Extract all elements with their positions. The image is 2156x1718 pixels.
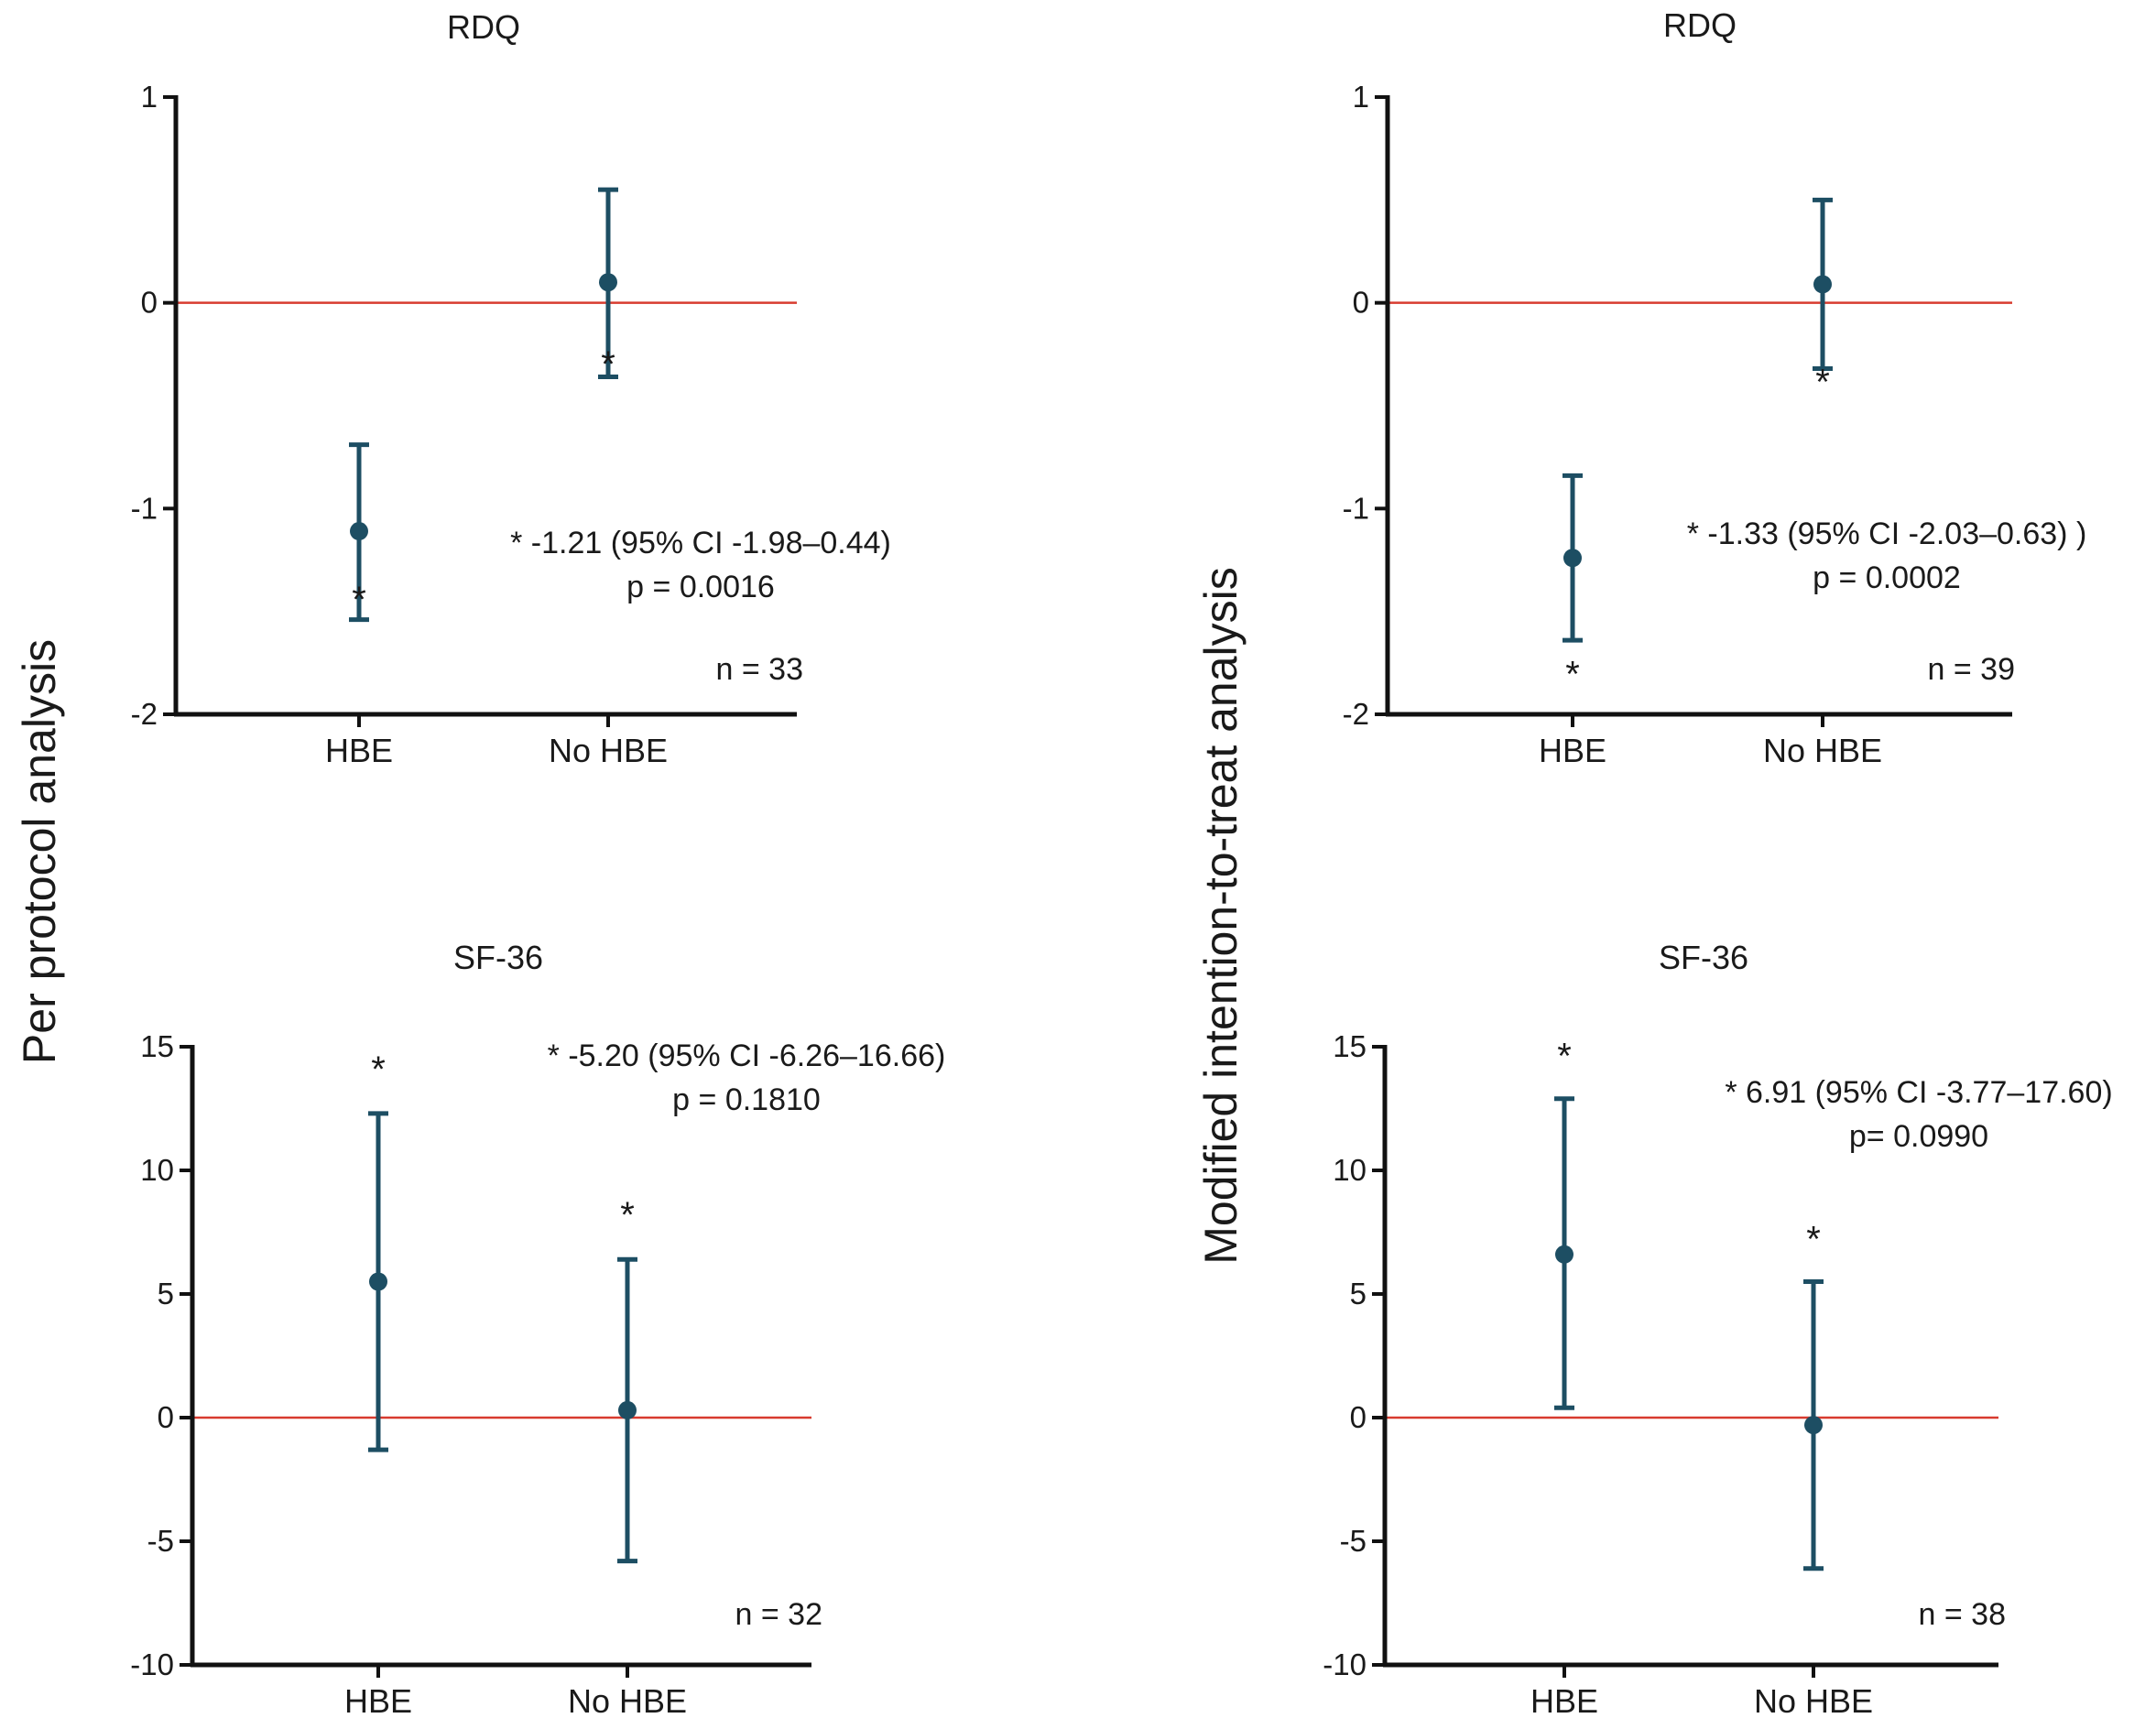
panel-title: SF-36	[453, 939, 543, 976]
significance-star: *	[1557, 1037, 1572, 1077]
annotation-p-value: p= 0.0990	[1849, 1119, 1988, 1154]
panel-title: RDQ	[447, 8, 520, 46]
data-point	[618, 1400, 637, 1419]
x-category-label: HBE	[344, 1682, 412, 1718]
panel-title: SF-36	[1659, 939, 1748, 976]
significance-star: *	[1806, 1220, 1821, 1260]
data-point	[1563, 549, 1582, 568]
significance-star: *	[1565, 654, 1580, 694]
x-category-label: HBE	[325, 732, 393, 769]
y-tick-label: -2	[1343, 697, 1369, 731]
y-tick-label: 5	[1350, 1277, 1367, 1310]
y-tick-label: 10	[1333, 1153, 1367, 1187]
annotation-p-value: p = 0.1810	[672, 1082, 821, 1117]
x-category-label: No HBE	[568, 1682, 687, 1718]
x-category-label: HBE	[1530, 1682, 1598, 1718]
y-tick-label: 0	[1350, 1400, 1367, 1434]
significance-star: *	[1815, 362, 1830, 402]
significance-star: *	[601, 344, 615, 385]
y-tick-label: -5	[147, 1524, 174, 1558]
y-tick-label: 5	[158, 1277, 174, 1310]
y-tick-label: -1	[131, 491, 158, 525]
y-tick-label: 15	[1333, 1029, 1367, 1063]
y-tick-label: 1	[1353, 80, 1369, 114]
y-tick-label: 1	[141, 80, 158, 114]
annotation-estimate: * 6.91 (95% CI -3.77–17.60)	[1725, 1075, 2112, 1110]
sample-size-label: n = 33	[716, 652, 803, 687]
y-tick-label: 0	[158, 1400, 174, 1434]
data-point	[1813, 275, 1832, 294]
y-tick-label: -5	[1340, 1524, 1367, 1558]
panel-title: RDQ	[1663, 6, 1737, 44]
data-point	[369, 1272, 387, 1291]
significance-star: *	[371, 1049, 386, 1090]
chart-panel-rdq-per-protocol: RDQ 1 0 -1 -2 HBE No HBE * * * -1.21 (95% CI -1.9…	[131, 8, 891, 769]
annotation-p-value: p = 0.0016	[626, 570, 775, 604]
x-category-label: No HBE	[1754, 1682, 1873, 1718]
y-tick-label: -2	[131, 697, 158, 731]
annotation-estimate: * -1.21 (95% CI -1.98–0.44)	[510, 526, 891, 560]
x-category-label: HBE	[1539, 732, 1606, 769]
annotation-p-value: p = 0.0002	[1813, 560, 1961, 595]
data-point	[1555, 1245, 1573, 1264]
y-tick-label: 0	[141, 286, 158, 320]
side-label-modified-itt: Modified intention-to-treat analysis	[1195, 567, 1247, 1265]
data-point	[1804, 1416, 1823, 1435]
y-tick-label: 0	[1353, 286, 1369, 320]
data-point	[350, 522, 368, 541]
chart-panel-sf36-per-protocol: SF-36 15 10 5 0 -5 -10 HBE No HBE * * * -5.20 (95% …	[130, 939, 945, 1718]
data-point	[599, 273, 617, 292]
x-category-label: No HBE	[1763, 732, 1882, 769]
side-label-per-protocol: Per protocol analysis	[14, 639, 65, 1064]
sample-size-label: n = 39	[1928, 652, 2015, 687]
y-tick-label: 15	[140, 1029, 174, 1063]
chart-panel-sf36-modified-itt: SF-36 15 10 5 0 -5 -10 HBE No HBE * * * 6.91 (95% C…	[1323, 939, 2112, 1718]
annotation-estimate: * -1.33 (95% CI -2.03–0.63) )	[1687, 516, 2087, 551]
significance-star: *	[352, 580, 366, 620]
chart-panel-rdq-modified-itt: RDQ 1 0 -1 -2 HBE No HBE * * * -1.33 (95% CI -2.0…	[1343, 6, 2087, 769]
significance-star: *	[620, 1195, 635, 1235]
annotation-estimate: * -5.20 (95% CI -6.26–16.66)	[548, 1038, 946, 1073]
sample-size-label: n = 32	[735, 1597, 822, 1632]
x-category-label: No HBE	[549, 732, 668, 769]
y-tick-label: -10	[130, 1647, 174, 1681]
y-tick-label: -1	[1343, 491, 1369, 525]
sample-size-label: n = 38	[1919, 1597, 2006, 1632]
y-tick-label: -10	[1323, 1647, 1367, 1681]
y-tick-label: 10	[140, 1153, 174, 1187]
